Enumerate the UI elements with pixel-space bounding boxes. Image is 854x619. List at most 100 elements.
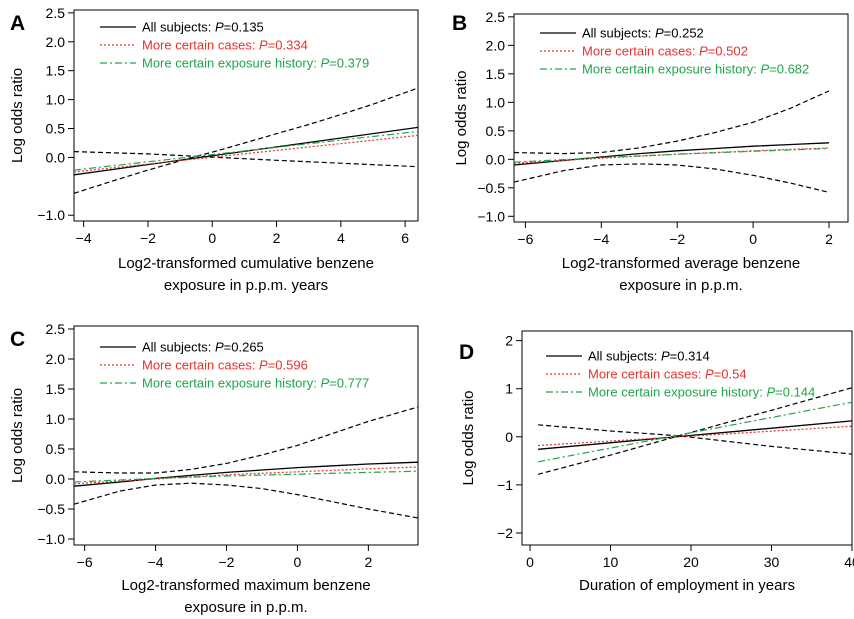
plot-area — [537, 387, 852, 475]
y-tick-label: −1.0 — [477, 208, 505, 224]
panel-letter: C — [10, 328, 25, 351]
x-tick-label: 40 — [844, 554, 854, 570]
y-tick-label: −0.5 — [37, 501, 65, 517]
plot-frame — [73, 9, 419, 222]
legend-entry-cases: More certain cases: P=0.596 — [142, 358, 308, 373]
legend-entry-cases: More certain cases: P=0.502 — [582, 44, 748, 59]
y-tick-label: 2.0 — [46, 351, 66, 367]
x-tick-label: −4 — [593, 231, 609, 247]
legend: All subjects: P=0.265 More certain cases:… — [100, 340, 369, 391]
ci-upper-line — [74, 87, 418, 194]
y-tick-label: 1.0 — [486, 94, 506, 110]
x-tick-label: 0 — [294, 554, 302, 570]
legend: All subjects: P=0.252 More certain cases:… — [540, 26, 809, 77]
plot-frame — [73, 325, 419, 546]
x-axis-label: exposure in p.p.m. — [184, 599, 307, 616]
panel-letter: B — [452, 12, 467, 35]
x-tick-label: −2 — [140, 230, 156, 246]
series-line-cases — [74, 134, 418, 173]
ci-upper-line — [74, 406, 418, 474]
panel-c: C −1.0 −0.5 0.0 0.5 1.0 1.5 2.0 2.5 −6 −4 −2 0 2 Log2-… — [9, 321, 419, 616]
y-tick-label: 0 — [505, 429, 513, 445]
y-tick-label: −1.0 — [37, 531, 65, 547]
legend-entry-exposure: More certain exposure history: P=0.144 — [588, 385, 815, 400]
x-tick-label: −6 — [77, 554, 93, 570]
ci-lower-line — [74, 482, 418, 519]
panel-a: A −1.0 0.0 0.5 1.0 1.5 2.0 2.5 −4 −2 0 2 4 6 Log2-tran… — [9, 5, 419, 294]
series-line-exposure — [74, 130, 418, 171]
y-axis-label: Log odds ratio — [453, 70, 470, 165]
ci-lower-line — [514, 163, 830, 193]
y-tick-label: 2.5 — [486, 9, 506, 25]
series-line-exposure — [537, 401, 852, 463]
y-tick-label: 0.5 — [46, 121, 66, 137]
legend-entry-exposure: More certain exposure history: P=0.777 — [142, 376, 369, 391]
y-tick-label: 1.5 — [486, 66, 506, 82]
y-axis-label: Log odds ratio — [9, 388, 26, 483]
plot-area — [74, 406, 418, 519]
y-tick-label: 2 — [505, 333, 513, 349]
series-line-cases — [74, 466, 418, 485]
y-tick-label: 0.5 — [46, 441, 66, 457]
legend: All subjects: P=0.135 More certain cases:… — [100, 20, 369, 71]
y-tick-label: −2 — [497, 525, 513, 541]
plot-area — [74, 87, 418, 194]
panel-letter: D — [459, 341, 474, 364]
series-line-cases — [538, 425, 852, 447]
legend-entry-exposure: More certain exposure history: P=0.682 — [582, 62, 809, 77]
ci-upper-line — [537, 387, 852, 475]
x-axis-label: Log2-transformed maximum benzene — [121, 577, 370, 594]
y-tick-label: 1.0 — [46, 92, 66, 108]
legend-entry-all: All subjects: P=0.265 — [142, 340, 264, 355]
ci-lower-line — [538, 424, 852, 455]
y-tick-label: 0.0 — [46, 149, 66, 165]
x-axis-label: exposure in p.p.m. years — [164, 277, 328, 294]
x-tick-label: 4 — [337, 230, 345, 246]
legend: All subjects: P=0.314 More certain cases:… — [546, 349, 815, 400]
x-axis-label: exposure in p.p.m. — [619, 277, 742, 294]
series-line-all — [74, 126, 418, 176]
y-tick-label: −0.5 — [477, 180, 505, 196]
x-tick-label: 30 — [764, 554, 780, 570]
y-tick-label: 1 — [505, 381, 513, 397]
y-tick-label: 2.0 — [46, 34, 66, 50]
ci-lower-line — [74, 151, 418, 168]
y-tick-label: 0.0 — [46, 471, 66, 487]
y-tick-label: −1 — [497, 477, 513, 493]
series-line-all — [538, 420, 852, 450]
legend-entry-all: All subjects: P=0.314 — [588, 349, 710, 364]
series-line-cases — [514, 147, 830, 164]
panel-letter: A — [10, 12, 25, 35]
x-axis-label: Duration of employment in years — [579, 577, 795, 594]
y-tick-label: −1.0 — [37, 207, 65, 223]
series-line-all — [74, 461, 418, 487]
series-line-exposure — [514, 147, 830, 163]
x-tick-label: 0 — [749, 231, 757, 247]
x-tick-label: 2 — [364, 554, 372, 570]
y-tick-label: 2.0 — [486, 37, 506, 53]
x-tick-label: 2 — [825, 231, 833, 247]
x-tick-label: 20 — [683, 554, 699, 570]
x-tick-label: 0 — [208, 230, 216, 246]
y-tick-label: 1.0 — [46, 411, 66, 427]
panel-b: B −1.0 −0.5 0.0 0.5 1.0 1.5 2.0 2.5 −6 −4 −2 0 2 Log2-… — [452, 9, 849, 294]
legend-entry-all: All subjects: P=0.252 — [582, 26, 704, 41]
x-tick-label: 10 — [603, 554, 619, 570]
x-tick-label: −6 — [517, 231, 533, 247]
series-line-exposure — [74, 470, 418, 483]
x-tick-label: 6 — [401, 230, 409, 246]
y-axis-label: Log odds ratio — [460, 390, 477, 485]
x-tick-label: 0 — [526, 554, 534, 570]
legend-entry-all: All subjects: P=0.135 — [142, 20, 264, 35]
plot-frame — [513, 13, 849, 223]
legend-entry-cases: More certain cases: P=0.334 — [142, 38, 308, 53]
y-tick-label: 0.5 — [486, 123, 506, 139]
y-tick-label: 1.5 — [46, 63, 66, 79]
x-tick-label: −2 — [219, 554, 235, 570]
panel-d: D−2−1012010203040Duration of employment … — [459, 330, 854, 594]
y-tick-label: 2.5 — [46, 5, 66, 21]
ci-upper-line — [514, 90, 830, 155]
y-tick-label: 0.0 — [486, 151, 506, 167]
legend-entry-cases: More certain cases: P=0.54 — [588, 367, 747, 382]
